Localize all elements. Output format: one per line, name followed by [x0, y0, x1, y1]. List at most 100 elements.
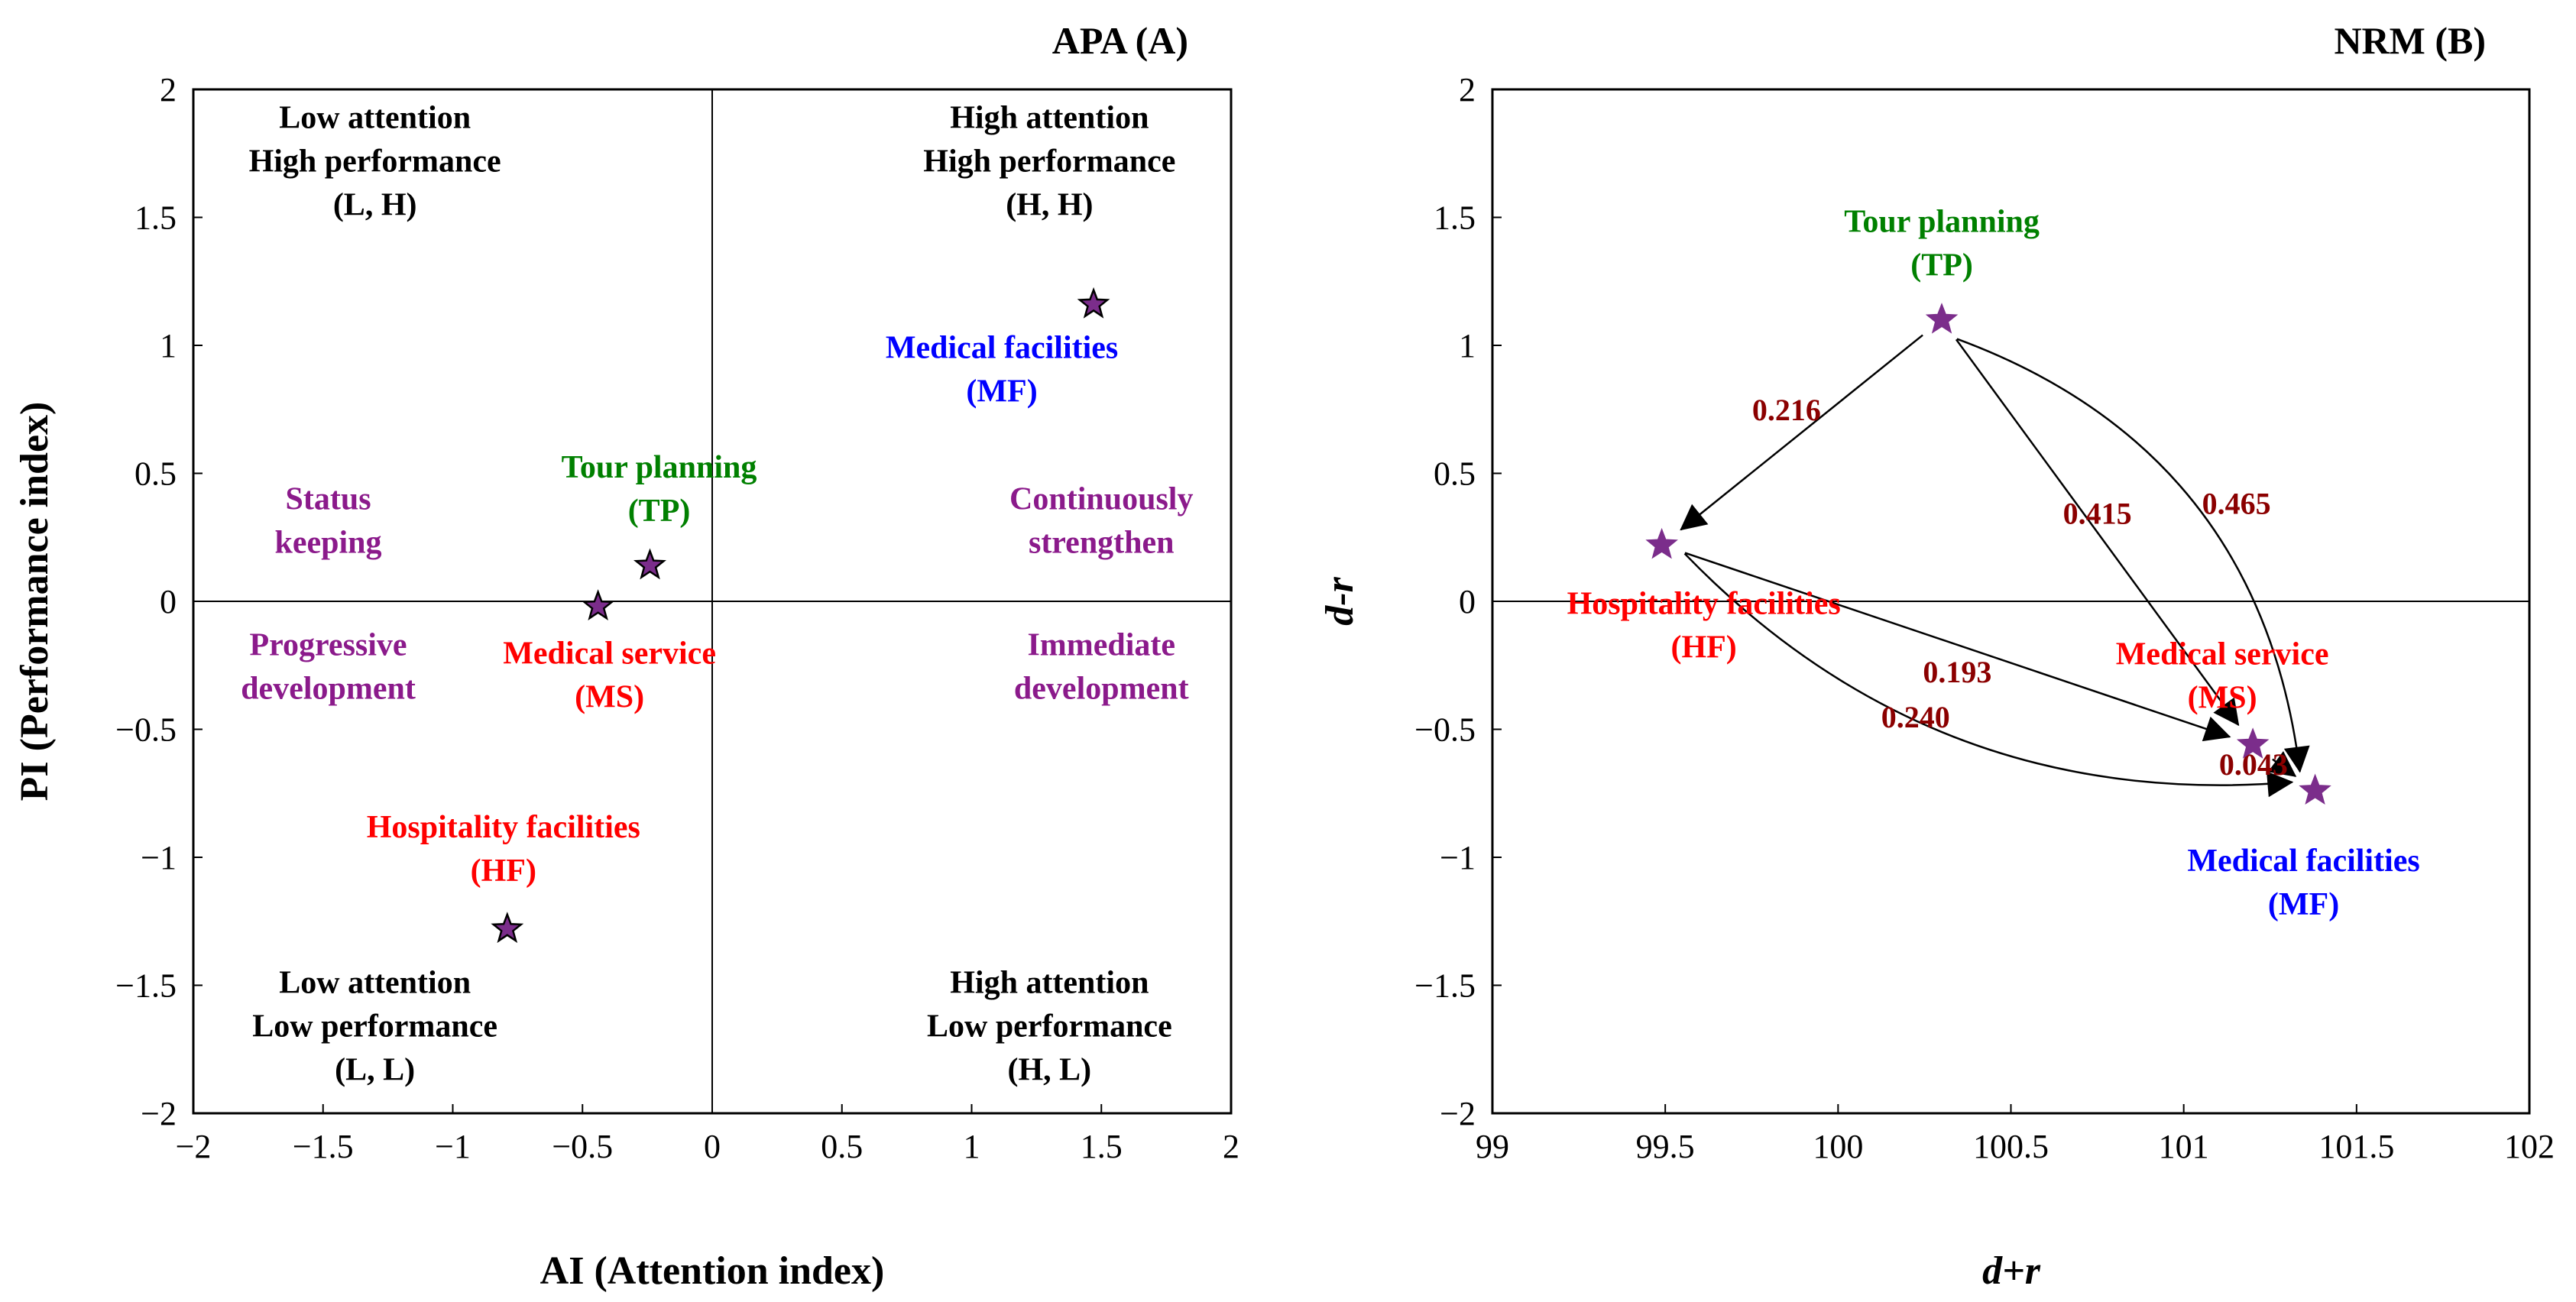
apa-point-abbr: (TP): [628, 494, 691, 529]
apa-x-tick-label: −0.5: [552, 1128, 613, 1165]
apa-y-tick-label: −2: [141, 1095, 177, 1132]
apa-region-label-line: development: [1014, 671, 1189, 706]
apa-point-label: Tour planning: [562, 450, 757, 485]
apa-y-tick-label: 0.5: [134, 455, 177, 493]
apa-region-label: Progressive development: [241, 627, 416, 706]
apa-quadrant-label-line: Low attention: [279, 966, 471, 1001]
nrm-y-tick-label: 2: [1459, 71, 1476, 108]
apa-point-star-marker: [1077, 287, 1110, 319]
nrm-y-tick-label: −0.5: [1414, 711, 1476, 749]
nrm-edge-weight-label: 0.216: [1752, 393, 1821, 427]
apa-quadrant-label: High attention Low performance (H, L): [927, 966, 1172, 1088]
apa-quadrant-label: Low attention High performance (L, H): [249, 100, 501, 222]
nrm-point-abbr: (MS): [2188, 681, 2257, 716]
nrm-chart: NRM (B) d+r d-r 99 99.5 100 100.5 101 101.5 10…: [1318, 19, 2555, 1293]
nrm-point-star-marker: [2299, 773, 2331, 805]
nrm-edge-arrow: [2267, 750, 2297, 777]
nrm-y-tick-label: 1: [1459, 327, 1476, 364]
nrm-edge-weight-label: 0.043: [2219, 747, 2288, 782]
nrm-edge-arrow: [1684, 552, 2231, 742]
apa-y-tick-label: 0: [160, 583, 177, 620]
nrm-y-tick-label: −1.5: [1414, 967, 1476, 1005]
nrm-title: NRM (B): [2334, 19, 2486, 62]
apa-quadrant-label-line: Low performance: [927, 1009, 1172, 1045]
apa-region-label-line: Continuously: [1009, 481, 1193, 517]
apa-x-tick-label: −1.5: [293, 1128, 354, 1165]
apa-region-label-line: Status: [286, 481, 371, 517]
apa-point-label: Medical facilities: [886, 330, 1118, 365]
nrm-point-abbr: (MF): [2268, 887, 2339, 922]
nrm-point-star-marker: [1645, 527, 1678, 559]
apa-region-label-line: Immediate: [1027, 627, 1175, 662]
apa-y-tick-label: 2: [160, 71, 177, 108]
nrm-point-star-marker: [2236, 727, 2270, 759]
nrm-x-tick-label: 102: [2504, 1128, 2555, 1165]
apa-x-axis-label: AI (Attention index): [540, 1249, 885, 1293]
apa-point-abbr: (MS): [575, 680, 644, 715]
nrm-x-tick-label: 101.5: [2318, 1128, 2394, 1165]
apa-x-tick-label: 1.5: [1081, 1128, 1123, 1165]
nrm-y-tick-label: −2: [1440, 1095, 1476, 1132]
nrm-edge-weight-label: 0.240: [1881, 700, 1950, 734]
apa-y-axis-label: PI (Performance index): [13, 402, 57, 802]
apa-chart: APA (A) AI (Attention index) PI (Perform…: [13, 19, 1239, 1293]
nrm-y-tick-label: 0: [1459, 583, 1476, 620]
apa-quadrant-label-line: High attention: [950, 100, 1149, 135]
apa-title: APA (A): [1052, 19, 1188, 62]
nrm-x-tick-label: 100.5: [1973, 1128, 2049, 1165]
apa-x-tick-label: −2: [176, 1128, 212, 1165]
apa-point-label: Medical service: [503, 636, 716, 672]
apa-quadrant-label: High attention High performance (H, H): [923, 100, 1175, 222]
apa-quadrant-label-line: (H, L): [1008, 1053, 1092, 1088]
apa-quadrant-label-line: (L, L): [335, 1053, 415, 1088]
nrm-edge-arrow: [1683, 552, 2294, 798]
apa-x-tick-label: 0.5: [821, 1128, 863, 1165]
nrm-point-star-marker: [1925, 303, 1959, 334]
apa-quadrant-label: Low attention Low performance (L, L): [252, 966, 497, 1088]
apa-quadrant-label-line: (L, H): [333, 187, 417, 222]
apa-point-star-marker: [582, 589, 615, 620]
apa-region-label: Status keeping: [275, 481, 382, 560]
nrm-point-abbr: (TP): [1910, 248, 1973, 283]
nrm-point-label: Hospitality facilities: [1567, 586, 1841, 621]
apa-region-label-line: keeping: [275, 525, 382, 560]
apa-point-abbr: (MF): [966, 374, 1037, 409]
apa-quadrant-label-line: (H, H): [1006, 187, 1093, 222]
apa-quadrant-label-line: High attention: [950, 966, 1149, 1001]
nrm-y-axis-label: d-r: [1318, 576, 1362, 625]
nrm-edge-weight-label: 0.193: [1923, 655, 1991, 689]
nrm-point-label: Medical service: [2116, 637, 2329, 672]
nrm-x-axis-label: d+r: [1982, 1249, 2041, 1293]
nrm-x-tick-label: 99.5: [1636, 1128, 1695, 1165]
apa-x-tick-label: 1: [964, 1128, 980, 1165]
apa-region-label: Immediate development: [1014, 627, 1189, 706]
apa-point-abbr: (HF): [471, 853, 536, 889]
apa-y-tick-label: −0.5: [115, 711, 177, 749]
apa-region-label: Continuously strengthen: [1009, 481, 1193, 560]
apa-y-tick-label: 1.5: [134, 199, 177, 237]
apa-x-tick-label: 2: [1223, 1128, 1239, 1165]
apa-quadrant-label-line: High performance: [249, 144, 501, 179]
apa-point-star-marker: [491, 912, 524, 944]
apa-quadrant-label-line: High performance: [923, 144, 1175, 179]
apa-region-label-line: development: [241, 671, 416, 706]
apa-x-tick-label: 0: [704, 1128, 721, 1165]
nrm-edge-weight-label: 0.465: [2202, 486, 2271, 520]
nrm-edge-arrow: [1955, 338, 2240, 727]
apa-quadrant-label-line: Low attention: [279, 100, 471, 135]
nrm-y-tick-label: −1: [1440, 839, 1476, 876]
apa-region-label-line: strengthen: [1029, 525, 1175, 560]
apa-y-tick-label: −1.5: [115, 967, 177, 1005]
nrm-x-tick-label: 99: [1476, 1128, 1509, 1165]
apa-point-star-marker: [633, 548, 666, 580]
nrm-edge-weight-label: 0.415: [2063, 497, 2132, 531]
nrm-x-tick-label: 101: [2159, 1128, 2209, 1165]
nrm-y-tick-label: 1.5: [1434, 199, 1476, 237]
nrm-x-tick-label: 100: [1813, 1128, 1863, 1165]
nrm-point-label: Tour planning: [1844, 205, 2040, 240]
apa-region-label-line: Progressive: [250, 627, 407, 662]
apa-quadrant-label-line: Low performance: [252, 1009, 497, 1045]
nrm-edge-arrow: [1680, 334, 1923, 531]
apa-y-tick-label: 1: [160, 327, 177, 364]
